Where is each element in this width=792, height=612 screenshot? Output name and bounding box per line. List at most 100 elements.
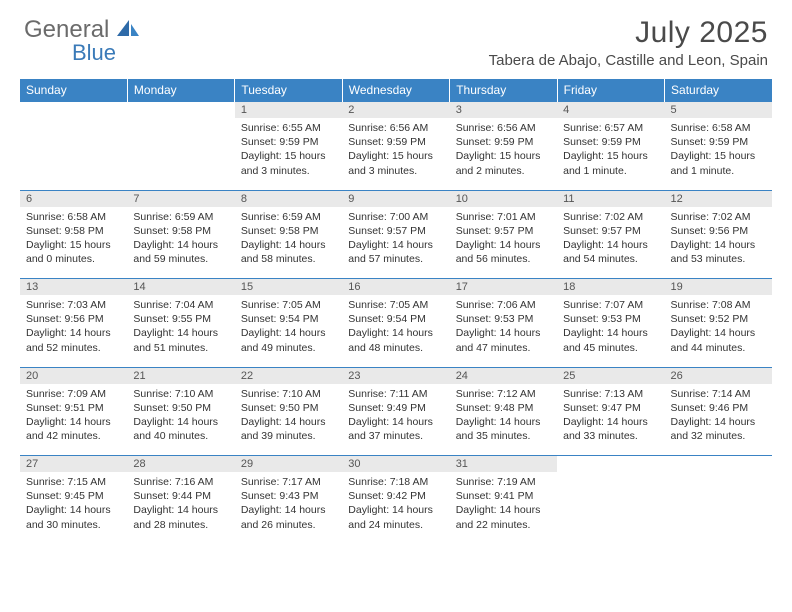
daylight-text: and 26 minutes. [241,518,336,532]
daylight-text: and 2 minutes. [456,164,551,178]
day-number-row: 20212223242526 [20,367,772,384]
daylight-text: Daylight: 14 hours [671,238,766,252]
day-cell: Sunrise: 7:08 AMSunset: 9:52 PMDaylight:… [665,295,772,361]
sunrise-text: Sunrise: 7:11 AM [348,387,443,401]
daylight-text: Daylight: 14 hours [563,415,658,429]
weekday-header: Tuesday [235,79,342,102]
weekday-header: Thursday [450,79,557,102]
sunrise-text: Sunrise: 7:16 AM [133,475,228,489]
daylight-text: Daylight: 14 hours [133,238,228,252]
day-number: 28 [127,456,234,472]
daylight-text: Daylight: 14 hours [26,326,121,340]
sunset-text: Sunset: 9:53 PM [563,312,658,326]
daylight-text: and 37 minutes. [348,429,443,443]
day-number: 1 [235,102,342,118]
day-cell: Sunrise: 6:56 AMSunset: 9:59 PMDaylight:… [342,118,449,184]
daylight-text: and 57 minutes. [348,252,443,266]
sunrise-text: Sunrise: 7:10 AM [241,387,336,401]
day-cell: Sunrise: 6:56 AMSunset: 9:59 PMDaylight:… [450,118,557,184]
sunrise-text: Sunrise: 6:58 AM [26,210,121,224]
sunset-text: Sunset: 9:41 PM [456,489,551,503]
weekday-header: Wednesday [342,79,449,102]
sunset-text: Sunset: 9:47 PM [563,401,658,415]
sunrise-text: Sunrise: 7:15 AM [26,475,121,489]
sunset-text: Sunset: 9:46 PM [671,401,766,415]
daylight-text: and 0 minutes. [26,252,121,266]
day-number: 13 [20,279,127,295]
daylight-text: and 51 minutes. [133,341,228,355]
sunset-text: Sunset: 9:51 PM [26,401,121,415]
day-number: 8 [235,191,342,207]
day-cell: Sunrise: 7:11 AMSunset: 9:49 PMDaylight:… [342,384,449,450]
daylight-text: Daylight: 14 hours [241,503,336,517]
day-number: 9 [342,191,449,207]
logo-text-blue: Blue [72,40,116,66]
sunset-text: Sunset: 9:55 PM [133,312,228,326]
daylight-text: and 3 minutes. [348,164,443,178]
day-number: 21 [127,368,234,384]
day-cell: Sunrise: 7:01 AMSunset: 9:57 PMDaylight:… [450,207,557,273]
sunset-text: Sunset: 9:54 PM [241,312,336,326]
day-number: 19 [665,279,772,295]
sunset-text: Sunset: 9:59 PM [671,135,766,149]
sunrise-text: Sunrise: 7:08 AM [671,298,766,312]
daylight-text: Daylight: 14 hours [348,503,443,517]
sunset-text: Sunset: 9:50 PM [241,401,336,415]
daylight-text: Daylight: 14 hours [348,415,443,429]
weekday-header: Monday [127,79,234,102]
day-number-row: 2728293031 [20,456,772,473]
daylight-text: Daylight: 14 hours [456,415,551,429]
daylight-text: Daylight: 14 hours [133,415,228,429]
day-number-row: 13141516171819 [20,279,772,296]
day-cell: Sunrise: 7:13 AMSunset: 9:47 PMDaylight:… [557,384,664,450]
daylight-text: Daylight: 14 hours [241,326,336,340]
day-cell: Sunrise: 7:10 AMSunset: 9:50 PMDaylight:… [235,384,342,450]
daylight-text: and 42 minutes. [26,429,121,443]
daylight-text: Daylight: 14 hours [348,238,443,252]
sunset-text: Sunset: 9:56 PM [26,312,121,326]
sunset-text: Sunset: 9:50 PM [133,401,228,415]
sunset-text: Sunset: 9:43 PM [241,489,336,503]
day-cell: Sunrise: 7:06 AMSunset: 9:53 PMDaylight:… [450,295,557,361]
header: General Blue July 2025 Tabera de Abajo, … [0,0,792,73]
sunrise-text: Sunrise: 6:55 AM [241,121,336,135]
day-cell: Sunrise: 6:58 AMSunset: 9:58 PMDaylight:… [20,207,127,273]
day-cell: Sunrise: 7:02 AMSunset: 9:57 PMDaylight:… [557,207,664,273]
day-cell: Sunrise: 7:16 AMSunset: 9:44 PMDaylight:… [127,472,234,538]
daylight-text: and 1 minute. [671,164,766,178]
daylight-text: and 32 minutes. [671,429,766,443]
sunset-text: Sunset: 9:45 PM [26,489,121,503]
day-number: 16 [342,279,449,295]
day-number: 12 [665,191,772,207]
sunrise-text: Sunrise: 7:19 AM [456,475,551,489]
day-number: 15 [235,279,342,295]
daylight-text: Daylight: 15 hours [241,149,336,163]
sunset-text: Sunset: 9:57 PM [348,224,443,238]
daylight-text: and 24 minutes. [348,518,443,532]
sunset-text: Sunset: 9:56 PM [671,224,766,238]
day-cell: Sunrise: 7:14 AMSunset: 9:46 PMDaylight:… [665,384,772,450]
sunrise-text: Sunrise: 7:07 AM [563,298,658,312]
sunset-text: Sunset: 9:58 PM [241,224,336,238]
sunrise-text: Sunrise: 7:17 AM [241,475,336,489]
day-cell: Sunrise: 7:00 AMSunset: 9:57 PMDaylight:… [342,207,449,273]
daylight-text: Daylight: 14 hours [563,326,658,340]
daylight-text: and 40 minutes. [133,429,228,443]
day-cell: Sunrise: 6:58 AMSunset: 9:59 PMDaylight:… [665,118,772,184]
location-text: Tabera de Abajo, Castille and Leon, Spai… [489,52,768,69]
daylight-text: Daylight: 15 hours [563,149,658,163]
daylight-text: and 1 minute. [563,164,658,178]
daylight-text: Daylight: 14 hours [133,503,228,517]
day-number: 6 [20,191,127,207]
sunset-text: Sunset: 9:54 PM [348,312,443,326]
daylight-text: and 52 minutes. [26,341,121,355]
daylight-text: and 3 minutes. [241,164,336,178]
daylight-text: and 22 minutes. [456,518,551,532]
month-title: July 2025 [489,16,768,50]
day-number: 20 [20,368,127,384]
daylight-text: and 56 minutes. [456,252,551,266]
daylight-text: Daylight: 14 hours [456,326,551,340]
daylight-text: Daylight: 14 hours [26,503,121,517]
day-cell: Sunrise: 7:18 AMSunset: 9:42 PMDaylight:… [342,472,449,538]
sunrise-text: Sunrise: 6:59 AM [133,210,228,224]
